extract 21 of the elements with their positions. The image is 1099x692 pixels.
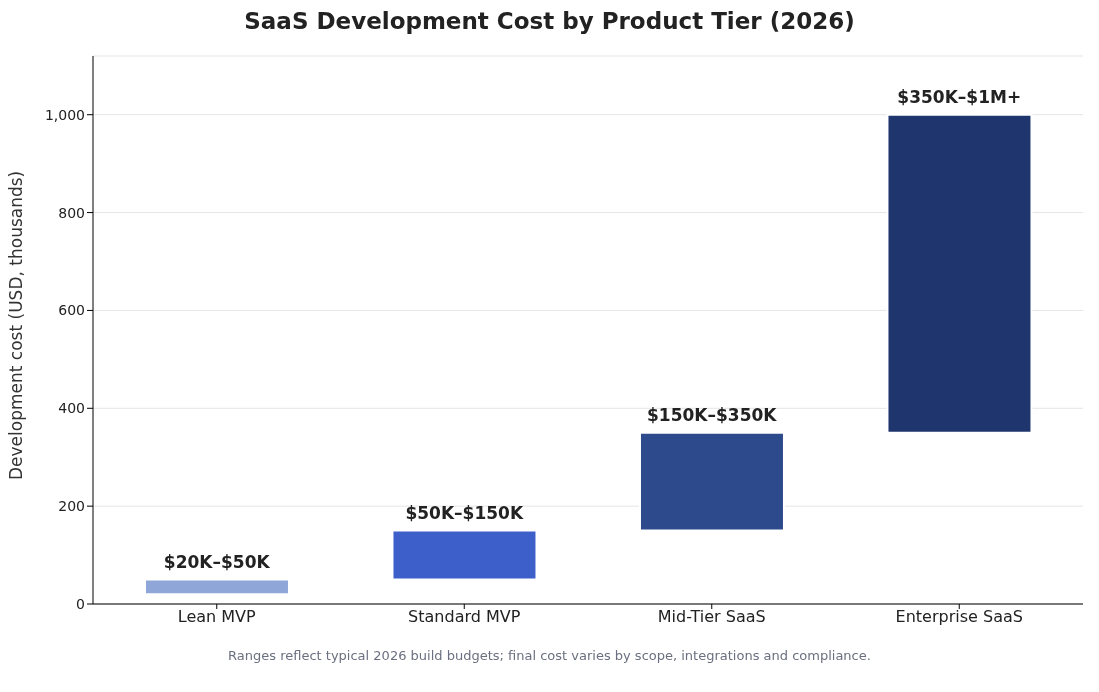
y-tick-label: 800 xyxy=(58,204,85,221)
x-tick-label: Standard MVP xyxy=(408,607,521,627)
y-tick-label: 1,000 xyxy=(44,106,85,123)
annotation: $150K–$350K xyxy=(647,404,778,425)
y-tick-label: 0 xyxy=(76,595,85,612)
y-tick-label: 200 xyxy=(58,498,85,515)
text: Ranges reflect typical 2026 build budgets; final cost varies by scope, integrations and compliance. xyxy=(227,648,872,663)
bar xyxy=(391,529,538,581)
annotation: $350K–$1M+ xyxy=(897,86,1022,107)
chart-title: SaaS Development Cost by Product Tier (2026) xyxy=(243,8,856,34)
bar xyxy=(143,578,290,596)
y-tick-label: 400 xyxy=(58,400,85,417)
x-tick-label: Mid-Tier SaaS xyxy=(657,607,766,627)
x-tick-label: Lean MVP xyxy=(177,607,257,627)
y-tick-label: 600 xyxy=(58,302,85,319)
bar xyxy=(886,113,1033,434)
annotation: $20K–$50K xyxy=(163,551,271,572)
y-axis-title: Development cost (USD, thousands) xyxy=(6,170,27,480)
annotation: $50K–$150K xyxy=(405,502,524,523)
x-tick-label: Enterprise SaaS xyxy=(895,607,1023,627)
bar xyxy=(638,431,785,532)
